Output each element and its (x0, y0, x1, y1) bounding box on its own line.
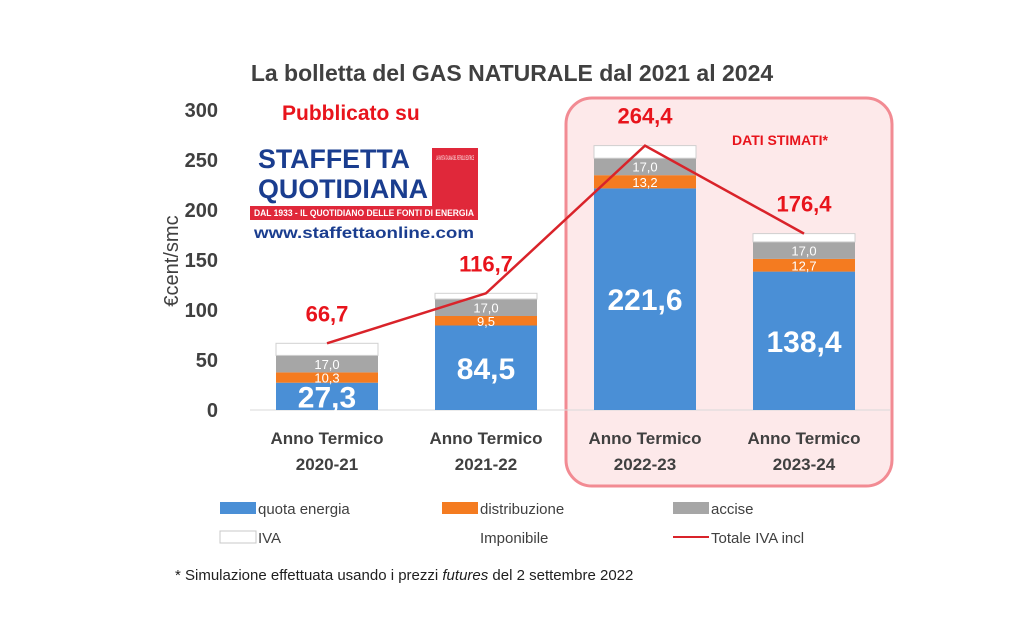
bar-segment-distribuzione (594, 175, 696, 189)
y-tick-label: 200 (185, 200, 218, 222)
y-axis: 0 50 100 150 200 250 300 (185, 100, 218, 422)
bar-segment-iva (275, 342, 379, 356)
y-tick-label: 300 (185, 100, 218, 122)
legend: quota energia distribuzione accise IVA I… (219, 501, 804, 547)
bar-segment-accise (435, 299, 537, 316)
y-tick-label: 100 (185, 300, 218, 322)
x-category-line1: Anno Termico (270, 429, 383, 448)
legend-label-quota-energia: quota energia (258, 501, 350, 518)
bar-segment-iva (593, 145, 697, 159)
legend-label-imponibile: Imponibile (480, 530, 548, 547)
legend-swatch-quota-energia (220, 502, 256, 514)
footnote-prefix: * Simulazione effettuata usando i prezzi (175, 567, 442, 584)
footnote: * Simulazione effettuata usando i prezzi… (175, 567, 633, 584)
bar-label-quota-energia: 138,4 (766, 326, 841, 359)
bar-label-accise: 17,0 (632, 160, 657, 175)
x-category-line1: Anno Termico (747, 429, 860, 448)
legend-label-accise: accise (711, 501, 754, 518)
y-tick-label: 150 (185, 250, 218, 272)
total-label: 116,7 (459, 251, 513, 276)
bar-segment-iva (752, 233, 856, 243)
logo-tagline: DAL 1933 - IL QUOTIDIANO DELLE FONTI DI … (254, 208, 474, 218)
x-axis-categories: Anno Termico 2020-21 Anno Termico 2021-22 An… (270, 429, 860, 474)
legend-swatch-iva (219, 530, 257, 544)
logo-tagline-strip (250, 206, 478, 220)
total-line-path (326, 144, 805, 345)
published-on-label: Pubblicato su (282, 102, 420, 125)
footnote-italic: futures (442, 567, 488, 584)
bar-segment-quota-energia (435, 325, 537, 410)
x-category-line2: 2021-22 (455, 455, 517, 474)
bar-label-quota-energia: 221,6 (607, 284, 682, 317)
x-category-line2: 2022-23 (614, 455, 676, 474)
publisher-logo: Pubblicato su STAFFETTA QUOTIDIANA LA RI… (250, 102, 478, 242)
bar-label-accise: 17,0 (314, 357, 339, 372)
total-label: 66,7 (306, 301, 349, 326)
bar-segment-accise (753, 241, 855, 259)
logo-url: www.staffettaonline.com (253, 225, 474, 242)
logo-name-line2: QUOTIDIANA (258, 174, 428, 204)
bar-label-quota-energia: 27,3 (298, 381, 356, 414)
y-tick-label: 0 (207, 400, 218, 422)
logo-book-cover (432, 148, 478, 206)
footnote-suffix: del 2 settembre 2022 (488, 567, 633, 584)
bar-label-distribuzione: 12,7 (791, 258, 816, 273)
legend-swatch-accise (673, 502, 709, 514)
bar-label-accise: 17,0 (473, 301, 498, 316)
logo-name-line1: STAFFETTA (258, 144, 410, 174)
bar-segment-distribuzione (435, 316, 537, 326)
legend-label-distribuzione: distribuzione (480, 501, 564, 518)
x-category-line1: Anno Termico (429, 429, 542, 448)
y-axis-label: €cent/smc (161, 215, 183, 306)
bar-segment-quota-energia (753, 271, 855, 410)
bar-label-distribuzione: 10,3 (314, 371, 339, 386)
bar-segment-distribuzione (753, 258, 855, 272)
bar-segment-quota-energia (594, 188, 696, 410)
total-label: 176,4 (776, 192, 832, 217)
chart-title: La bolletta del GAS NATURALE dal 2021 al… (251, 60, 774, 86)
bar-label-distribuzione: 9,5 (477, 314, 495, 329)
y-tick-label: 50 (196, 350, 218, 372)
x-category-line2: 2020-21 (296, 455, 358, 474)
total-line: 66,7 116,7 264,4 176,4 (306, 104, 832, 345)
bar-label-accise: 17,0 (791, 243, 816, 258)
bar-label-quota-energia: 84,5 (457, 353, 515, 386)
legend-label-iva: IVA (258, 530, 281, 547)
bar-segment-accise (276, 355, 378, 373)
legend-swatch-distribuzione (442, 502, 478, 514)
legend-label-totale: Totale IVA incl (711, 530, 804, 547)
bar-label-distribuzione: 13,2 (632, 175, 657, 190)
y-tick-label: 250 (185, 150, 218, 172)
bar-segment-distribuzione (276, 372, 378, 383)
bar-segment-quota-energia (276, 382, 378, 410)
total-label: 264,4 (617, 104, 673, 129)
stacked-bars: 27,310,317,0 84,59,517,0 221,613,217,0138,… (250, 145, 890, 414)
logo-book-text: LA RIVISTA ITALIANA DEL PETROLIO EDITRIC… (436, 156, 474, 162)
estimated-data-label: DATI STIMATI* (732, 132, 828, 148)
x-category-line2: 2023-24 (773, 455, 836, 474)
x-category-line1: Anno Termico (588, 429, 701, 448)
